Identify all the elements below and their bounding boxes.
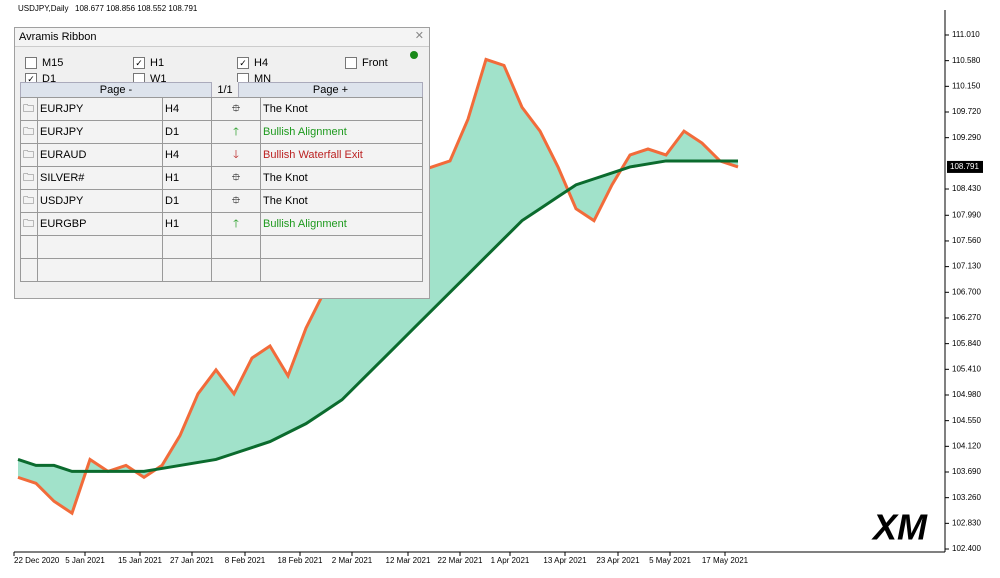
y-tick-label: 104.980 bbox=[952, 390, 981, 399]
cell bbox=[162, 258, 212, 282]
option-label: H1 bbox=[150, 57, 165, 69]
ohlc: 108.677 108.856 108.552 108.791 bbox=[75, 4, 198, 13]
y-tick-label: 105.410 bbox=[952, 364, 981, 373]
cell: H1 bbox=[162, 166, 212, 190]
cell: H4 bbox=[162, 97, 212, 121]
cell: ⯐ bbox=[211, 189, 261, 213]
y-tick-label: 107.130 bbox=[952, 262, 981, 271]
cell: 🗀 bbox=[20, 166, 38, 190]
cell: EURGBP bbox=[37, 212, 163, 236]
y-tick-label: 109.720 bbox=[952, 107, 981, 116]
page: 1/1 bbox=[212, 82, 238, 99]
cell: H4 bbox=[162, 143, 212, 167]
cell: The Knot bbox=[260, 97, 423, 121]
x-tick-label: 22 Dec 2020 bbox=[14, 556, 60, 565]
cell: Bullish Alignment bbox=[260, 120, 423, 144]
x-tick-label: 12 Mar 2021 bbox=[386, 556, 431, 565]
option-label: H4 bbox=[254, 57, 269, 69]
y-tick-label: 108.430 bbox=[952, 184, 981, 193]
option-label: M15 bbox=[42, 57, 64, 69]
option[interactable]: ✓ H1 bbox=[133, 57, 164, 69]
x-tick-label: 18 Feb 2021 bbox=[278, 556, 323, 565]
y-tick-label: 107.990 bbox=[952, 210, 981, 219]
cell: The Knot bbox=[260, 166, 423, 190]
cell bbox=[260, 235, 423, 259]
x-tick-label: 27 Jan 2021 bbox=[170, 556, 215, 565]
x-tick-label: 2 Mar 2021 bbox=[332, 556, 373, 565]
logo: XM bbox=[871, 507, 928, 548]
y-tick-label: 103.260 bbox=[952, 493, 981, 502]
cell: Bullish Waterfall Exit bbox=[260, 143, 423, 167]
cell: EURJPY bbox=[37, 120, 163, 144]
price-box bbox=[947, 160, 983, 173]
cell: 🗀 bbox=[20, 212, 38, 236]
y-tick-label: 102.400 bbox=[952, 544, 981, 553]
y-tick-label: 109.290 bbox=[952, 133, 981, 142]
y-tick-label: 111.010 bbox=[952, 30, 980, 39]
option-label: Front bbox=[362, 57, 388, 69]
signal-table: 🗀 EURJPY H4 ⯐ The Knot 🗀 EURJPY D1 🡑 Bullish Alig… bbox=[20, 97, 423, 282]
y-tick-label: 106.700 bbox=[952, 287, 981, 296]
cell: Bullish Alignment bbox=[260, 212, 423, 236]
x-tick-label: 5 Jan 2021 bbox=[65, 556, 105, 565]
cell bbox=[20, 235, 38, 259]
cell: EURAUD bbox=[37, 143, 163, 167]
x-tick-label: 22 Mar 2021 bbox=[438, 556, 483, 565]
cell bbox=[211, 258, 261, 282]
cell: ⯐ bbox=[211, 166, 261, 190]
cell: 🗀 bbox=[20, 97, 38, 121]
x-tick-label: 1 Apr 2021 bbox=[491, 556, 530, 565]
y-tick-label: 104.550 bbox=[952, 416, 981, 425]
option[interactable]: ✓ H4 bbox=[237, 57, 268, 69]
cell: USDJPY bbox=[37, 189, 163, 213]
cell bbox=[162, 235, 212, 259]
cell: 🡓 bbox=[211, 143, 261, 167]
cell: The Knot bbox=[260, 189, 423, 213]
cell: 🗀 bbox=[20, 143, 38, 167]
x-tick-label: 15 Jan 2021 bbox=[118, 556, 163, 565]
y-tick-label: 110.150 bbox=[952, 81, 981, 90]
cell: 🡑 bbox=[211, 212, 261, 236]
cell: EURJPY bbox=[37, 97, 163, 121]
y-tick-label: 110.580 bbox=[952, 56, 981, 65]
price-label: 108.791 bbox=[950, 162, 979, 171]
ma-line bbox=[17, 159, 738, 473]
option[interactable]: Front bbox=[345, 57, 388, 69]
y-tick-label: 103.690 bbox=[952, 467, 981, 476]
cell bbox=[260, 258, 423, 282]
checkbox[interactable]: ✓ bbox=[133, 57, 145, 69]
cell bbox=[37, 258, 163, 282]
y-tick-label: 104.120 bbox=[952, 441, 981, 450]
y-tick-label: 106.270 bbox=[952, 313, 981, 322]
cell: H1 bbox=[162, 212, 212, 236]
cell: SILVER# bbox=[37, 166, 163, 190]
x-tick-label: 8 Feb 2021 bbox=[225, 556, 266, 565]
cell: ⯐ bbox=[211, 97, 261, 121]
checkbox[interactable] bbox=[345, 57, 357, 69]
close[interactable]: ✕ bbox=[414, 30, 424, 42]
x-tick-label: 13 Apr 2021 bbox=[543, 556, 587, 565]
cell bbox=[37, 235, 163, 259]
cell bbox=[211, 235, 261, 259]
status-dot bbox=[410, 51, 418, 59]
symbol: USDJPY,Daily bbox=[18, 4, 69, 13]
checkbox[interactable] bbox=[25, 57, 37, 69]
y-tick-label: 102.830 bbox=[952, 518, 981, 527]
panel-title: Avramis Ribbon bbox=[15, 28, 429, 47]
cell bbox=[20, 258, 38, 282]
y-tick-label: 107.560 bbox=[952, 236, 981, 245]
cell: 🡑 bbox=[211, 120, 261, 144]
panel: Avramis Ribbon ✕ M15 ✓ H1 ✓ H4 Front ✓ D1 W1 MN P… bbox=[14, 27, 430, 299]
x-tick-label: 5 May 2021 bbox=[649, 556, 691, 565]
cell: 🗀 bbox=[20, 120, 38, 144]
cell: D1 bbox=[162, 189, 212, 213]
x-tick-label: 23 Apr 2021 bbox=[596, 556, 640, 565]
cell: D1 bbox=[162, 120, 212, 144]
option[interactable]: M15 bbox=[25, 57, 63, 69]
checkbox[interactable]: ✓ bbox=[237, 57, 249, 69]
cell: 🗀 bbox=[20, 189, 38, 213]
x-tick-label: 17 May 2021 bbox=[702, 556, 749, 565]
y-tick-label: 105.840 bbox=[952, 339, 981, 348]
